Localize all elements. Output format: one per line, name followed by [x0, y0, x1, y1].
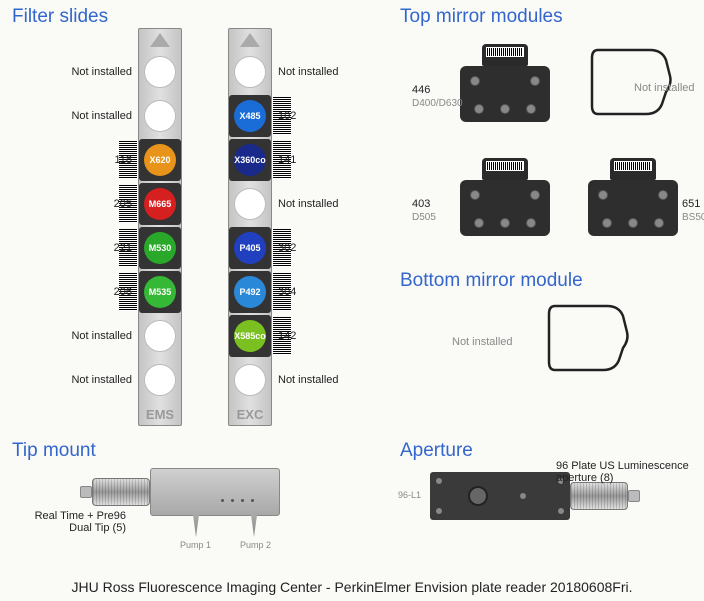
barcode-icon — [486, 47, 524, 57]
tipmount-label: Real Time + Pre96 Dual Tip (5) — [30, 510, 126, 534]
up-arrow-icon — [150, 33, 170, 47]
filter-X360co: X360co — [229, 139, 271, 181]
pump2-label: Pump 2 — [240, 540, 271, 550]
aperture-title: Aperture — [400, 440, 473, 462]
up-arrow-icon — [240, 33, 260, 47]
aperture-hole — [468, 486, 488, 506]
empty-slot — [144, 56, 176, 88]
aperture-text: 96 Plate US Luminescence aperture (8) — [556, 460, 696, 484]
slot-label: Not installed — [42, 66, 132, 78]
filter-slides-title: Filter slides — [12, 6, 108, 28]
empty-slot — [234, 364, 266, 396]
slot-label: 304 — [278, 286, 296, 298]
empty-slot — [234, 188, 266, 220]
slot-label: 102 — [278, 110, 296, 122]
aperture-unit — [430, 472, 570, 520]
mirror-sublabel: D400/D630 — [412, 98, 463, 109]
tip-mount — [150, 468, 280, 516]
slot-label: Not installed — [278, 198, 339, 210]
mirror-module-651 — [588, 158, 678, 236]
bottom-mirror-empty — [545, 300, 633, 376]
empty-slot — [144, 100, 176, 132]
slot-label: Not installed — [42, 110, 132, 122]
filter-M530: M530 — [139, 227, 181, 269]
pump1-label: Pump 1 — [180, 540, 211, 550]
filter-M665: M665 — [139, 183, 181, 225]
mirror-module-446 — [460, 44, 550, 122]
aperture-shaft — [628, 490, 640, 502]
aperture-body — [430, 472, 570, 520]
tipmount-shaft — [80, 486, 92, 498]
ems-slide-label: EMS — [139, 407, 181, 422]
pump2-tip — [251, 515, 257, 537]
filter-P492: P492 — [229, 271, 271, 313]
slot-label: Not installed — [42, 330, 132, 342]
bottom-mirror-not-installed: Not installed — [452, 336, 513, 348]
mirror-id: 651 — [682, 198, 700, 210]
footer-text: JHU Ross Fluorescence Imaging Center - P… — [0, 579, 704, 595]
filter-label: M530 — [144, 232, 176, 264]
filter-label: P405 — [234, 232, 266, 264]
pump1-tip — [193, 515, 199, 537]
slot-label: 205 — [42, 198, 132, 210]
filter-P405: P405 — [229, 227, 271, 269]
mirror-not-installed: Not installed — [634, 82, 695, 94]
filter-X620: X620 — [139, 139, 181, 181]
filter-X485: X485 — [229, 95, 271, 137]
filter-label: X620 — [144, 144, 176, 176]
filter-label: X485 — [234, 100, 266, 132]
mirror-id: 403 — [412, 198, 430, 210]
mirror-sublabel: BS50/BS50 — [682, 212, 704, 223]
empty-slot — [234, 56, 266, 88]
barcode-icon — [486, 161, 524, 171]
top-mirror-title: Top mirror modules — [400, 6, 563, 28]
filter-M535: M535 — [139, 271, 181, 313]
filter-label: M665 — [144, 188, 176, 220]
empty-slot — [144, 364, 176, 396]
slot-label: Not installed — [278, 374, 339, 386]
slot-label: 302 — [278, 242, 296, 254]
tip-mount-title: Tip mount — [12, 440, 96, 462]
exc-slide-label: EXC — [229, 407, 271, 422]
mirror-module-403 — [460, 158, 550, 236]
tipmount-knob — [92, 478, 150, 506]
slot-label: Not installed — [42, 374, 132, 386]
filter-X585co: X585co — [229, 315, 271, 357]
mirror-id: 446 — [412, 84, 430, 96]
mirror-sublabel: D505 — [412, 212, 436, 223]
slot-label: 142 — [278, 330, 296, 342]
filter-label: P492 — [234, 276, 266, 308]
slot-label: Not installed — [278, 66, 339, 78]
slot-label: 141 — [278, 154, 296, 166]
barcode-icon — [614, 161, 652, 171]
empty-slot — [144, 320, 176, 352]
bottom-mirror-title: Bottom mirror module — [400, 270, 583, 292]
tipmount-body — [150, 468, 280, 516]
slot-label: 206 — [42, 286, 132, 298]
filter-label: X360co — [234, 144, 266, 176]
aperture-tag: 96-L1 — [398, 490, 421, 500]
aperture-knob — [570, 482, 628, 510]
filter-label: X585co — [234, 320, 266, 352]
slot-label: 221 — [42, 242, 132, 254]
slot-label: 118 — [42, 154, 132, 166]
filter-label: M535 — [144, 276, 176, 308]
